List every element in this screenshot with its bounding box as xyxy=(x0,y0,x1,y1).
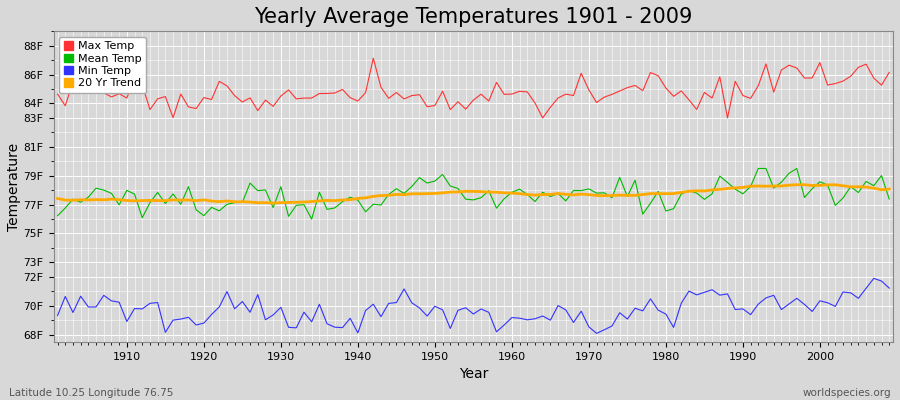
Mean Temp xyxy=(113,202,124,207)
Min Temp xyxy=(884,286,895,290)
20 Yr Trend xyxy=(268,201,279,206)
Y-axis label: Temperature: Temperature xyxy=(7,142,21,230)
Max Temp xyxy=(284,88,294,92)
X-axis label: Year: Year xyxy=(459,367,488,381)
Mean Temp xyxy=(284,214,294,219)
Max Temp xyxy=(507,92,517,96)
Line: Min Temp: Min Temp xyxy=(58,278,889,333)
Min Temp xyxy=(507,315,517,320)
Min Temp xyxy=(329,325,340,330)
Min Temp xyxy=(52,313,63,318)
Min Temp xyxy=(591,331,602,336)
Mean Temp xyxy=(338,199,348,204)
Mean Temp xyxy=(607,196,617,200)
Mean Temp xyxy=(507,190,517,195)
20 Yr Trend xyxy=(884,187,895,192)
Min Temp xyxy=(868,276,879,281)
20 Yr Trend xyxy=(113,197,124,202)
Mean Temp xyxy=(753,166,764,171)
Min Temp xyxy=(607,324,617,328)
Mean Temp xyxy=(52,213,63,218)
Min Temp xyxy=(113,300,124,305)
Max Temp xyxy=(52,92,63,96)
Max Temp xyxy=(615,88,626,93)
Min Temp xyxy=(284,325,294,330)
20 Yr Trend xyxy=(52,196,63,201)
Min Temp xyxy=(499,323,509,328)
Max Temp xyxy=(537,116,548,120)
Max Temp xyxy=(514,89,525,94)
Line: 20 Yr Trend: 20 Yr Trend xyxy=(58,185,889,203)
Text: worldspecies.org: worldspecies.org xyxy=(803,388,891,398)
Max Temp xyxy=(368,56,379,61)
Max Temp xyxy=(113,91,124,96)
20 Yr Trend xyxy=(291,200,302,205)
Mean Temp xyxy=(884,197,895,202)
Max Temp xyxy=(884,70,895,75)
Line: Max Temp: Max Temp xyxy=(58,58,889,118)
Text: Latitude 10.25 Longitude 76.75: Latitude 10.25 Longitude 76.75 xyxy=(9,388,174,398)
Legend: Max Temp, Mean Temp, Min Temp, 20 Yr Trend: Max Temp, Mean Temp, Min Temp, 20 Yr Tre… xyxy=(59,37,146,93)
Max Temp xyxy=(329,91,340,96)
Mean Temp xyxy=(514,187,525,192)
20 Yr Trend xyxy=(799,182,810,187)
20 Yr Trend xyxy=(507,191,517,196)
20 Yr Trend xyxy=(514,191,525,196)
20 Yr Trend xyxy=(338,198,348,202)
20 Yr Trend xyxy=(607,193,617,198)
Line: Mean Temp: Mean Temp xyxy=(58,168,889,219)
Mean Temp xyxy=(306,217,317,222)
Title: Yearly Average Temperatures 1901 - 2009: Yearly Average Temperatures 1901 - 2009 xyxy=(254,7,693,27)
